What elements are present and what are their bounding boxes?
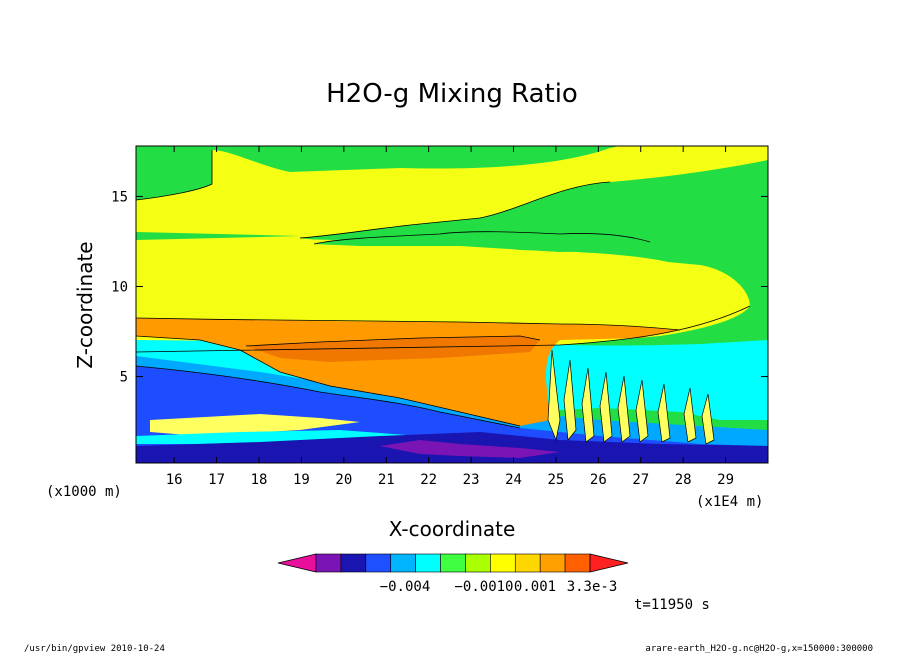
- colorbar-swatch: [440, 553, 466, 573]
- footer-left: /usr/bin/gpview 2010-10-24: [24, 644, 165, 654]
- x-tick-label: 27: [632, 472, 649, 488]
- x-axis-ticks: 16 17 18 19 20 21 22 23 24 25 26 27 28 29: [166, 146, 734, 488]
- colorbar-max-arrow: [589, 553, 629, 573]
- x-tick-label: 19: [293, 472, 310, 488]
- colorbar-swatch: [539, 553, 566, 573]
- colorbar-swatch: [365, 553, 392, 573]
- colorbar-swatch: [340, 553, 367, 573]
- colorbar-swatch: [490, 553, 516, 573]
- x-tick-label: 18: [251, 472, 268, 488]
- x-tick-label: 23: [463, 472, 480, 488]
- x-axis-label: X-coordinate: [389, 517, 516, 541]
- colorbar-swatch: [315, 553, 342, 573]
- time-label: t=11950 s: [634, 597, 710, 613]
- x-tick-label: 20: [335, 472, 352, 488]
- colorbar-swatch: [415, 553, 441, 573]
- x-tick-label: 29: [717, 472, 734, 488]
- contour-lines: [136, 150, 751, 429]
- plot-area: [136, 146, 768, 463]
- contour-band-yellow: [136, 146, 768, 352]
- colorbar: [277, 553, 629, 573]
- x-tick-label: 17: [208, 472, 225, 488]
- contour-band-yellow-lower: [150, 414, 360, 436]
- contour-band-green-strip: [136, 232, 300, 240]
- colorbar-swatch: [465, 553, 491, 573]
- convective-columns: [547, 349, 715, 445]
- colorbar-label: −0.0010: [454, 579, 513, 595]
- x-unit-right-label: (x1E4 m): [696, 494, 763, 510]
- x-unit-left-label: (x1000 m): [46, 484, 122, 500]
- plot-frame: [135, 145, 769, 464]
- y-tick-label: 15: [111, 189, 128, 205]
- y-tick-label: 5: [120, 370, 128, 386]
- chart-title: H2O-g Mixing Ratio: [326, 79, 578, 109]
- x-tick-label: 21: [378, 472, 395, 488]
- x-tick-label: 28: [675, 472, 692, 488]
- footer-right: arare-earth_H2O-g.nc@H2O-g,x=150000:3000…: [645, 644, 873, 654]
- colorbar-label: 3.3e-3: [567, 579, 618, 595]
- x-tick-label: 22: [420, 472, 437, 488]
- contour-band-purple: [380, 440, 560, 458]
- colorbar-label: 0.001: [514, 579, 556, 595]
- y-axis-label: Z-coordinate: [73, 241, 97, 368]
- colorbar-min-arrow: [277, 553, 317, 573]
- contour-band-darkorange: [246, 336, 540, 362]
- contour-band-cyan-lower: [136, 430, 420, 444]
- contour-band-green-lobe: [314, 231, 650, 252]
- x-tick-label: 24: [505, 472, 522, 488]
- x-tick-label: 16: [166, 472, 183, 488]
- colorbar-swatch: [514, 553, 541, 573]
- y-tick-label: 10: [111, 279, 128, 295]
- x-tick-label: 25: [547, 472, 564, 488]
- colorbar-swatch: [564, 553, 591, 573]
- colorbar-labels: −0.004 −0.0010 0.001 3.3e-3: [380, 579, 618, 595]
- colorbar-label: −0.004: [380, 579, 431, 595]
- x-tick-label: 26: [590, 472, 607, 488]
- y-axis-ticks: 5 10 15: [111, 189, 768, 386]
- colorbar-swatch: [390, 553, 416, 573]
